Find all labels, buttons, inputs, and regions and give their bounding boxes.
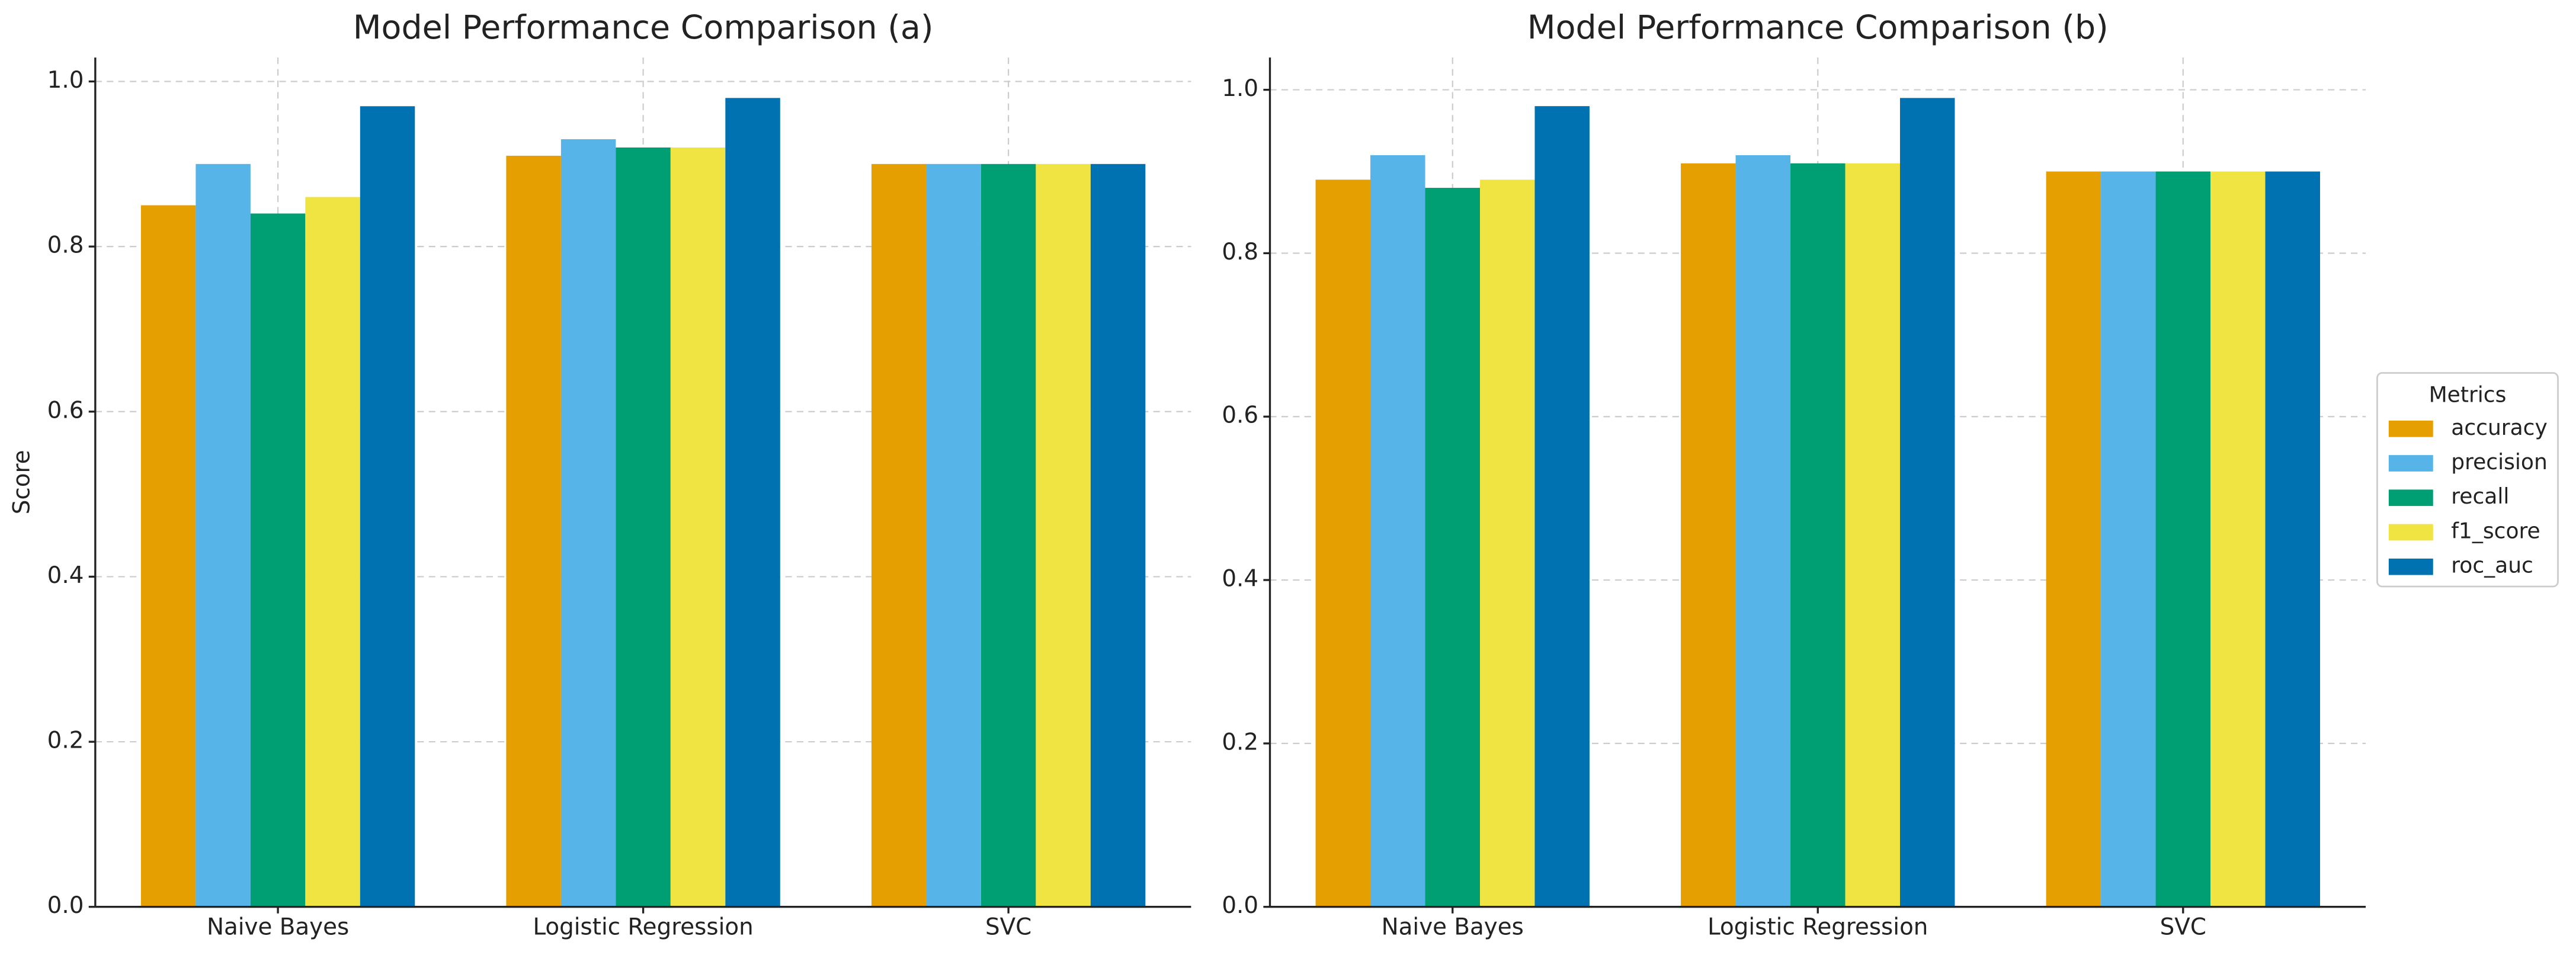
legend-label: f1_score xyxy=(2451,519,2540,543)
x-tick-label: SVC xyxy=(985,914,1031,940)
legend-label: precision xyxy=(2451,450,2548,475)
bar xyxy=(1790,163,1846,907)
bar xyxy=(1681,163,1736,907)
bar xyxy=(2210,171,2266,907)
bar xyxy=(506,155,561,907)
bar xyxy=(670,147,726,907)
legend-label: roc_auc xyxy=(2451,554,2533,578)
bar xyxy=(250,213,306,907)
legend-swatch xyxy=(2388,524,2433,541)
bar xyxy=(1479,180,1535,907)
bar xyxy=(1090,164,1146,907)
x-tick-label: Naive Bayes xyxy=(207,914,349,940)
legend-swatch xyxy=(2388,420,2433,437)
bar xyxy=(871,164,927,907)
legend-swatch xyxy=(2388,558,2433,575)
bar xyxy=(1315,180,1371,907)
bar xyxy=(1899,98,1955,907)
chart-title: Model Performance Comparison (b) xyxy=(1527,9,2109,47)
x-tick-label: Logistic Regression xyxy=(1707,914,1928,940)
x-tick-label: Naive Bayes xyxy=(1382,914,1524,940)
legend: Metrics accuracy precision recall f1_scorero… xyxy=(2376,372,2559,588)
bar xyxy=(2265,171,2320,907)
chart-title: Model Performance Comparison (a) xyxy=(353,9,934,47)
bar xyxy=(305,197,360,907)
y-tick-label: 0.6 xyxy=(47,397,84,424)
legend-swatch xyxy=(2388,489,2433,507)
bar xyxy=(981,164,1036,907)
x-tick-label: SVC xyxy=(2160,914,2206,940)
y-tick-label: 0.8 xyxy=(47,232,84,259)
y-tick-label: 1.0 xyxy=(47,67,84,94)
y-tick-label: 0.2 xyxy=(47,728,84,754)
y-tick-label: 0.4 xyxy=(47,562,84,589)
y-tick-label: 1.0 xyxy=(1222,75,1258,102)
bar xyxy=(2101,171,2156,907)
y-tick-label: 0.4 xyxy=(1222,566,1258,592)
bar xyxy=(926,164,981,907)
bar xyxy=(1735,155,1791,907)
bar xyxy=(2046,171,2101,907)
bar xyxy=(1845,163,1900,907)
bar xyxy=(1425,188,1480,907)
y-tick-label: 0.6 xyxy=(1222,402,1258,429)
y-axis-label: Score xyxy=(8,450,35,515)
legend-label: accuracy xyxy=(2451,416,2548,440)
y-tick-label: 0.2 xyxy=(1222,729,1258,755)
y-tick-label: 0.0 xyxy=(1222,892,1258,919)
bar xyxy=(1370,155,1425,907)
bar xyxy=(140,205,196,907)
bar xyxy=(616,147,671,907)
bar xyxy=(560,139,616,907)
y-tick-label: 0.8 xyxy=(1222,239,1258,265)
bar xyxy=(725,98,780,907)
bar xyxy=(1036,164,1091,907)
bar xyxy=(1534,106,1590,907)
legend-label: recall xyxy=(2451,485,2509,509)
x-tick-label: Logistic Regression xyxy=(533,914,753,940)
legend-title: Metrics xyxy=(2429,383,2507,407)
legend-swatch xyxy=(2388,455,2433,472)
bar xyxy=(2155,171,2211,907)
bar xyxy=(360,106,415,907)
bar xyxy=(196,164,251,907)
y-tick-label: 0.0 xyxy=(47,892,84,919)
